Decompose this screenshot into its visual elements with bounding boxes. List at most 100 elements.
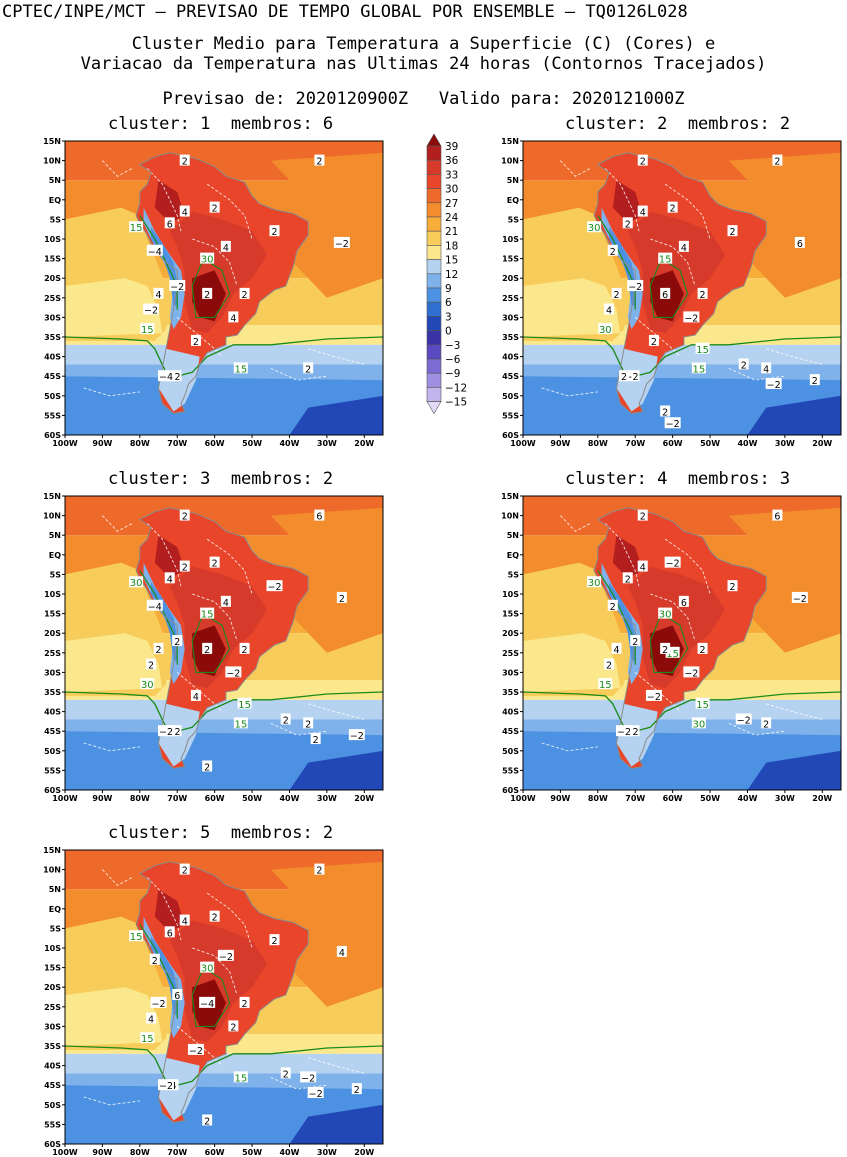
colorbar-top-triangle <box>426 133 442 147</box>
variation-label: 2 <box>204 290 210 301</box>
lon-tick-label: 50W <box>700 439 720 448</box>
lon-tick-label: 80W <box>588 439 608 448</box>
temp-contour-label-bg <box>200 607 215 619</box>
variation-label: −2 <box>767 380 781 391</box>
variation-label-bg <box>158 725 175 737</box>
variation-label: 2 <box>625 574 631 585</box>
variation-label: −2 <box>301 1073 315 1084</box>
map-frame <box>522 495 842 791</box>
variation-contour <box>192 947 238 996</box>
contour-15c <box>523 691 841 732</box>
variation-contour <box>206 538 253 595</box>
lat-tick-label: 20S <box>502 274 519 283</box>
lon-tick-label: 30W <box>317 439 337 448</box>
variation-contour <box>650 593 696 642</box>
lat-tick-label: 55S <box>502 766 519 775</box>
variation-contour <box>604 168 640 232</box>
variation-label: −2 <box>793 594 807 605</box>
variation-contour <box>102 869 133 886</box>
variation-label-bg <box>303 362 314 374</box>
variation-label: −2 <box>335 239 349 250</box>
lon-tick-label: 20W <box>354 439 374 448</box>
variation-label-bg <box>228 1020 239 1032</box>
header-line-3: Variacao da Temperatura nas Ultimas 24 h… <box>80 54 767 74</box>
variation-label-bg <box>794 236 805 248</box>
variation-label: 4 <box>193 692 199 703</box>
variation-label-bg <box>310 733 321 745</box>
colorbar-bottom-triangle <box>426 401 442 415</box>
lat-tick-label: 60S <box>44 786 61 795</box>
atlantic-warm-band <box>270 861 383 1007</box>
variation-label: 2 <box>729 227 735 238</box>
variation-label-bg <box>664 417 681 429</box>
lat-tick-label: 35S <box>44 688 61 697</box>
panel-title-2: cluster: 2 membros: 2 <box>565 114 791 134</box>
lat-tick-label: 15N <box>501 492 519 501</box>
temp-contour-label-bg <box>587 221 602 233</box>
southern-coldest-band <box>289 1104 383 1144</box>
variation-contour <box>308 348 365 365</box>
temp-contour-label-bg <box>233 717 248 729</box>
southern-coldest-band <box>747 750 841 790</box>
temp-contour-label: 15 <box>130 223 143 234</box>
lon-tick-label: 60W <box>205 794 225 803</box>
colorbar-swatch <box>426 230 442 246</box>
variation-label-bg <box>158 370 175 382</box>
lat-tick-label: 25S <box>44 649 61 658</box>
variation-label: −2 <box>226 668 240 679</box>
variation-label-bg <box>351 1083 362 1095</box>
variation-label-bg <box>611 287 622 299</box>
variation-contour <box>206 892 253 949</box>
variation-label: 6 <box>662 290 668 301</box>
lon-tick-label: 100W <box>510 794 536 803</box>
variation-contour <box>308 703 365 720</box>
panel-title-1: cluster: 1 membros: 6 <box>108 114 334 134</box>
variation-label-bg <box>202 287 213 299</box>
variation-label: 2 <box>741 360 747 371</box>
colorbar-swatch <box>426 330 442 346</box>
lat-tick-label: 10N <box>501 157 519 166</box>
variation-contour <box>664 538 711 595</box>
lat-tick-label: 55S <box>44 411 61 420</box>
temp-contour-label: 15 <box>696 345 709 356</box>
variation-label: 2 <box>670 204 676 215</box>
variation-label-bg <box>146 1012 157 1024</box>
atlantic-warm-band <box>270 152 383 298</box>
variation-label: 4 <box>223 243 229 254</box>
lat-tick-label: 60S <box>44 1140 61 1149</box>
variation-contour <box>176 672 223 712</box>
lat-tick-label: 10N <box>43 157 61 166</box>
lat-tick-label: 35S <box>502 333 519 342</box>
variation-label-bg <box>300 1071 317 1083</box>
colorbar-label: 15 <box>445 255 458 267</box>
temp-contour-label-bg <box>200 252 215 264</box>
lon-tick-label: 40W <box>279 439 299 448</box>
lat-tick-label: 30S <box>44 313 61 322</box>
variation-contour <box>650 238 696 287</box>
variation-label: 2 <box>700 290 706 301</box>
variation-label-bg <box>146 658 157 670</box>
lat-tick-label: 60S <box>502 431 519 440</box>
temp-contour-label-bg <box>237 697 252 709</box>
variation-label: 2 <box>283 1069 289 1080</box>
temperature-band <box>523 344 841 365</box>
panel-title-5: cluster: 5 membros: 2 <box>108 823 334 843</box>
variation-label: 2 <box>305 719 311 730</box>
lat-tick-label: 30S <box>44 1022 61 1031</box>
variation-label: 2 <box>230 1022 236 1033</box>
lon-tick-label: 20W <box>354 1148 374 1157</box>
variation-label-bg <box>164 926 175 938</box>
variation-label: −2 <box>647 692 661 703</box>
lon-tick-label: 50W <box>242 439 262 448</box>
lon-tick-label: 70W <box>167 439 187 448</box>
map-frame <box>64 849 384 1145</box>
variation-label: 2 <box>614 290 620 301</box>
variation-label: 4 <box>167 574 173 585</box>
variation-label: −2 <box>628 282 642 293</box>
variation-label-bg <box>616 725 633 737</box>
lat-tick-label: 55S <box>44 1120 61 1129</box>
colorbar-label: 3 <box>445 311 452 323</box>
colorbar-label: −9 <box>445 368 460 380</box>
contour-30c <box>649 258 689 318</box>
